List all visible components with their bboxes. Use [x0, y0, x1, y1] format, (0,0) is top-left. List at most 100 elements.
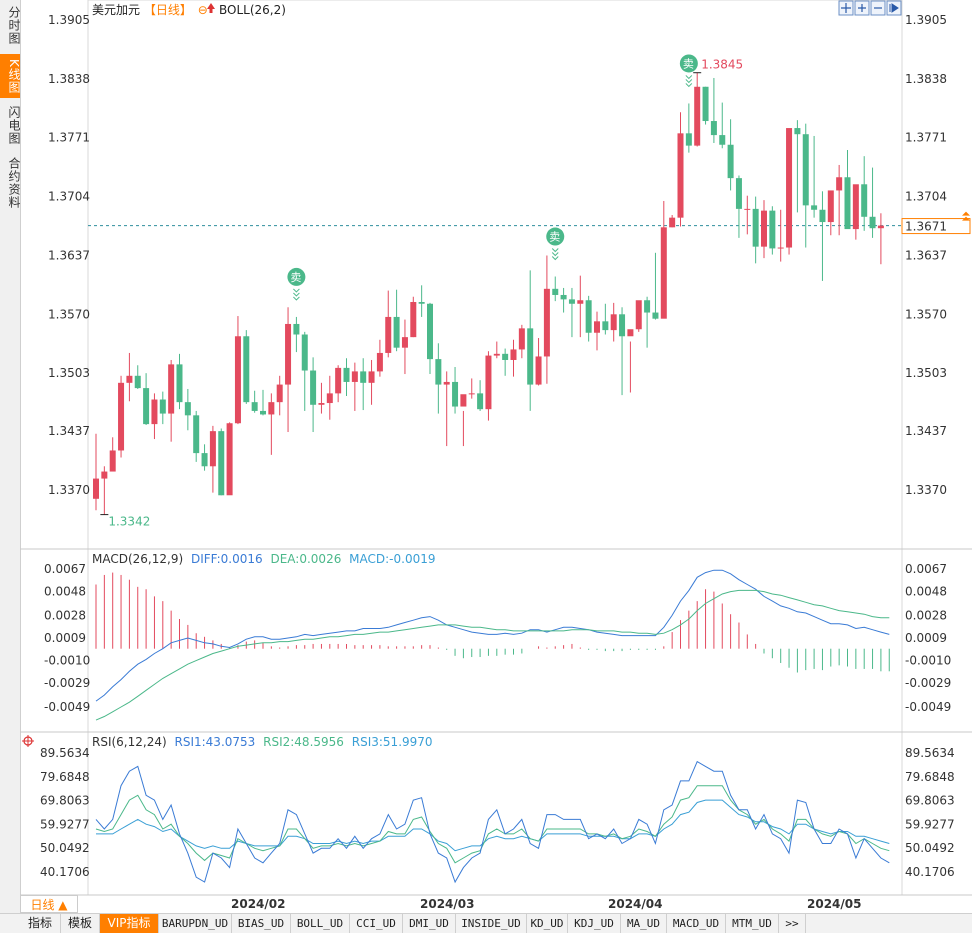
rsi-settings-cross	[22, 735, 34, 747]
candle-body	[151, 399, 158, 425]
macd-tick-left: -0.0049	[44, 700, 90, 714]
macd-tick-right: -0.0029	[905, 676, 951, 690]
tab-barupdn[interactable]: BARUPDN_UD	[159, 914, 232, 933]
candle-body	[443, 381, 450, 385]
candle-body	[168, 364, 175, 414]
candle-body	[385, 316, 392, 353]
candle-body	[552, 288, 559, 295]
candle-body	[619, 314, 626, 337]
kline-chart[interactable]: 美元加元 【日线】 ⊖ BOLL(26,2) 1.3905 1.3905 1.383…	[20, 0, 972, 913]
candle-body	[209, 431, 216, 467]
tab-macd[interactable]: MACD_UD	[667, 914, 726, 933]
rsi-tick-left: 40.1706	[40, 865, 90, 879]
sell-signal-badge[interactable]	[679, 54, 698, 73]
tab-kdj[interactable]: KDJ_UD	[568, 914, 621, 933]
candle-body	[360, 371, 367, 383]
tab-cci[interactable]: CCI_UD	[350, 914, 403, 933]
tab-template[interactable]: 模板	[61, 914, 100, 933]
price-axis: 1.3905 1.3905 1.3838 1.3838 1.3771 1.3771 1.37…	[48, 13, 947, 497]
rsi-tick-left: 50.0492	[40, 841, 90, 855]
macd-tick-right: -0.0049	[905, 700, 951, 714]
candle-body	[134, 375, 141, 389]
current-price-label: 1.3671	[905, 220, 947, 234]
candle-body	[193, 415, 200, 454]
candle-body	[201, 453, 208, 467]
tab-bias[interactable]: BIAS_UD	[232, 914, 291, 933]
price-tick-right: 1.3370	[905, 483, 947, 497]
candle-body	[460, 394, 467, 407]
rsi1-line	[95, 760, 890, 884]
tab-kline-chart[interactable]: K线图	[0, 54, 21, 98]
candle-body	[376, 352, 383, 372]
sell-signal-badge[interactable]	[546, 227, 565, 246]
candle-body	[744, 208, 751, 210]
rsi-axis: 89.5634 89.5634 79.6848 79.6848 69.8063 69.80…	[40, 746, 955, 879]
candle-body	[794, 128, 801, 135]
candle-body	[543, 288, 550, 357]
indicator-label[interactable]: BOLL(26,2)	[219, 3, 286, 17]
x-label-mar: 2024/03	[420, 897, 474, 911]
candle-body	[735, 178, 742, 209]
tab-ma[interactable]: MA_UD	[621, 914, 667, 933]
candle-body	[109, 450, 116, 472]
candle-body	[234, 336, 241, 424]
price-tick-left: 1.3905	[48, 13, 90, 27]
candle-body	[644, 300, 651, 313]
sell-signal-chevron	[293, 292, 300, 297]
sell-signal-badge[interactable]	[287, 267, 306, 286]
macd-diff-value: DIFF:0.0016	[191, 552, 263, 566]
candle-body	[761, 210, 767, 247]
candle-body	[819, 209, 826, 223]
tab-flash-chart[interactable]: 闪电图	[7, 105, 21, 145]
candle-body	[811, 205, 818, 210]
candle-body	[585, 300, 592, 333]
tab-dmi[interactable]: DMI_UD	[403, 914, 456, 933]
x-label-may: 2024/05	[807, 897, 861, 911]
candle-body	[260, 410, 266, 415]
rsi-settings-icon[interactable]	[22, 735, 34, 747]
candle-body	[301, 334, 308, 371]
tab-mtm[interactable]: MTM_UD	[726, 914, 779, 933]
tab-indicator[interactable]: 指标	[20, 914, 61, 933]
candle-body	[786, 128, 793, 248]
candle-body	[710, 121, 717, 136]
tab-vip-indicator[interactable]: VIP指标	[100, 914, 159, 933]
candle-body	[493, 353, 500, 356]
rsi-tick-left: 89.5634	[40, 746, 90, 760]
candle-body	[652, 312, 659, 319]
candle-body	[527, 328, 534, 385]
candle-body	[635, 300, 642, 330]
high-price-label: 1.3845	[701, 58, 743, 72]
tab-kd[interactable]: KD_UD	[527, 914, 568, 933]
settings-icon[interactable]: ⊖	[198, 3, 208, 17]
period-tag: 【日线】	[144, 3, 192, 17]
tab-boll[interactable]: BOLL_UD	[291, 914, 350, 933]
candle-body	[502, 353, 509, 360]
period-button[interactable]: 日线 ▲	[20, 895, 78, 913]
tab-more-arrow[interactable]: >>	[779, 914, 806, 933]
candle-body	[660, 227, 667, 319]
rsi-tick-right: 50.0492	[905, 841, 955, 855]
tab-time-chart[interactable]: 分时图	[7, 5, 21, 45]
price-tick-right: 1.3637	[905, 248, 947, 262]
tab-inside[interactable]: INSIDE_UD	[456, 914, 527, 933]
candle-body	[485, 355, 492, 410]
tab-contract-info[interactable]: 合约资料	[7, 157, 21, 209]
candle-body	[594, 321, 600, 333]
symbol-name: 美元加元	[92, 3, 140, 17]
candle-body	[93, 478, 99, 499]
candle-body	[318, 403, 325, 405]
macd-tick-left: 0.0048	[44, 585, 86, 599]
sell-signal-chevron	[685, 83, 693, 88]
candle-body	[877, 225, 884, 229]
candle-body	[627, 329, 634, 337]
sell-signals: 卖卖卖	[287, 54, 698, 301]
sell-signal-chevron	[685, 75, 693, 80]
candle-body	[844, 177, 851, 230]
candle-body	[452, 381, 459, 407]
macd-header: MACD(26,12,9) DIFF:0.0016 DEA:0.0026 MAC…	[92, 552, 436, 566]
rsi3-value: RSI3:51.9970	[352, 735, 433, 749]
rsi-header: RSI(6,12,24) RSI1:43.0753 RSI2:48.5956 R…	[92, 735, 433, 749]
rsi-title: RSI(6,12,24)	[92, 735, 167, 749]
rsi-tick-left: 69.8063	[40, 794, 90, 808]
